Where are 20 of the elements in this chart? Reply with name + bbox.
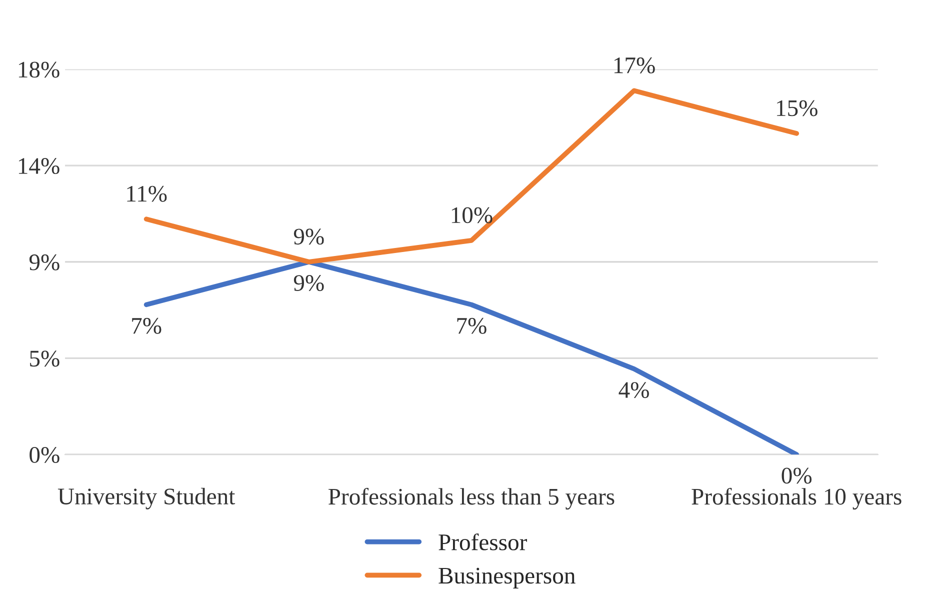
y-tick-label: 14% (18, 158, 60, 174)
y-tick-label: 18% (18, 62, 60, 78)
legend-label: Professor (438, 533, 527, 550)
y-tick-label: 0% (30, 447, 60, 464)
data-label: 0% (782, 468, 812, 484)
y-tick-label: 9% (29, 254, 60, 270)
data-label: 10% (452, 207, 492, 224)
data-label: 9% (294, 228, 324, 245)
y-tick-label: 5% (30, 350, 60, 367)
legend-label: Businesperson (438, 568, 576, 588)
x-tick-label: University Student (58, 488, 236, 510)
data-label: 4% (618, 382, 649, 398)
data-label: 9% (294, 275, 324, 292)
x-tick-label: Professionals less than 5 years (328, 488, 614, 510)
data-label: 17% (614, 57, 655, 74)
data-label: 15% (777, 100, 818, 116)
x-tick-label: Professionals 10 years (692, 488, 902, 510)
data-label: 7% (132, 318, 162, 334)
data-label: 7% (457, 318, 486, 334)
data-label: 11% (127, 186, 167, 202)
